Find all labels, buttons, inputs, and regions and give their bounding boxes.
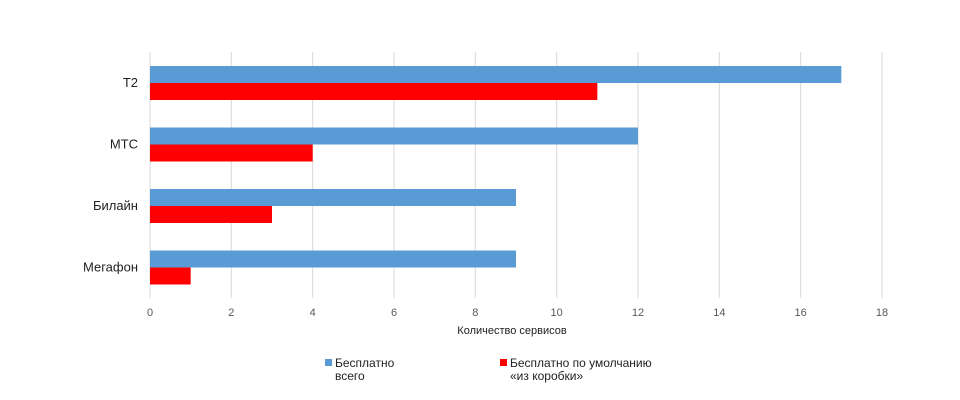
- bars: [150, 66, 842, 285]
- x-tick-label: 18: [876, 307, 888, 319]
- legend-label: Бесплатно: [335, 356, 395, 370]
- x-tick-label: 2: [228, 307, 234, 319]
- category-label: T2: [123, 75, 138, 90]
- bar-total-3: [150, 250, 516, 268]
- bar-default-0: [150, 83, 598, 100]
- legend-label: всего: [335, 369, 365, 383]
- bar-total-1: [150, 127, 638, 145]
- bar-default-2: [150, 206, 272, 223]
- bar-default-1: [150, 144, 313, 162]
- x-tick-label: 0: [147, 307, 153, 319]
- category-label: Мегафон: [83, 260, 138, 275]
- x-tick-label: 6: [391, 307, 397, 319]
- x-tick-label: 10: [551, 307, 563, 319]
- x-tick-labels: 0 2 4 6 8 10 12 14 16 18: [147, 307, 888, 319]
- x-tick-label: 8: [472, 307, 478, 319]
- bar-total-0: [150, 66, 842, 83]
- x-tick-label: 14: [713, 307, 725, 319]
- legend-label: Бесплатно по умолчанию: [510, 356, 652, 370]
- legend-swatch-1: [500, 359, 507, 366]
- bar-total-2: [150, 189, 516, 206]
- x-tick-label: 12: [632, 307, 644, 319]
- x-tick-label: 4: [310, 307, 316, 319]
- bar-default-3: [150, 267, 191, 285]
- x-axis-title: Количество сервисов: [457, 325, 567, 337]
- legend-label: «из коробки»: [510, 369, 583, 383]
- category-label: МТС: [110, 137, 138, 152]
- category-labels: T2 МТС Билайн Мегафон: [83, 75, 138, 275]
- legend-swatch-0: [325, 359, 332, 366]
- category-label: Билайн: [93, 198, 138, 213]
- x-tick-label: 16: [795, 307, 807, 319]
